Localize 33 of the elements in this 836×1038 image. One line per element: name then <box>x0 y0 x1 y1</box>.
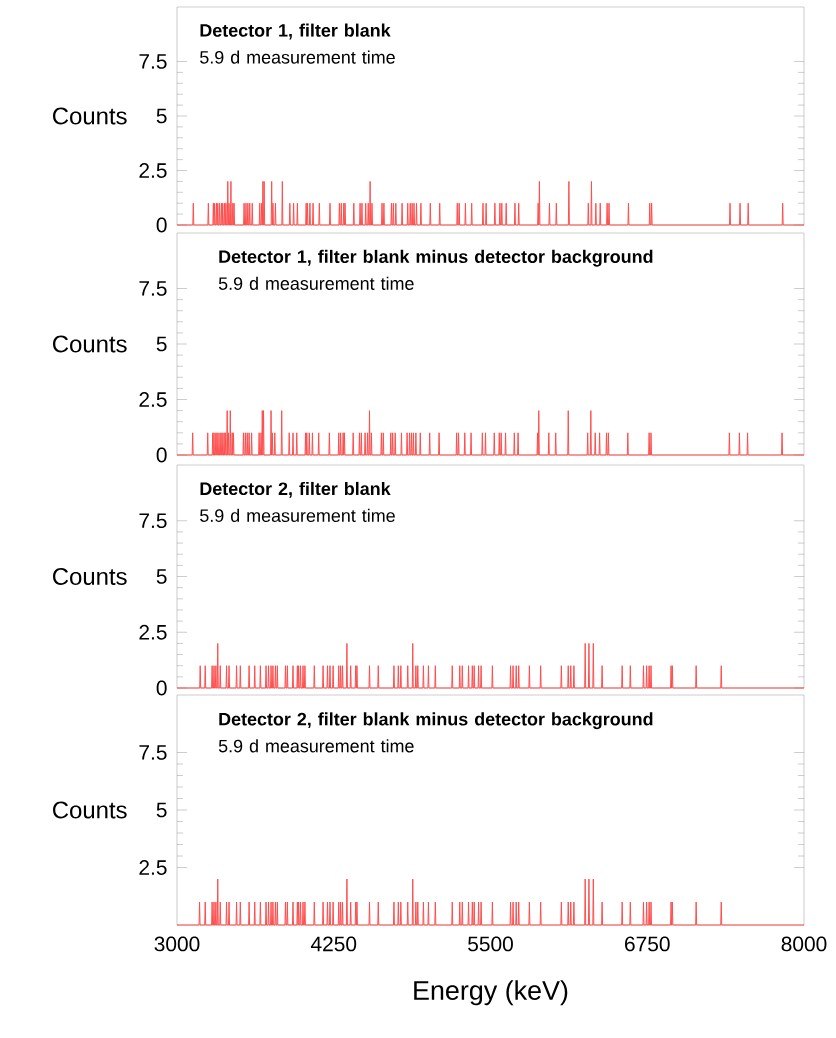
y-tick-label: 0 <box>156 680 167 696</box>
x-tick-label: 8000 <box>781 936 827 952</box>
x-axis-title: Energy (keV) <box>414 980 568 1006</box>
x-tick-label: 6750 <box>625 936 670 952</box>
text: 5.9 d measurement time <box>218 739 414 753</box>
x-tick-label: 5500 <box>468 936 513 952</box>
y-tick-label: 7.5 <box>139 54 167 69</box>
y-tick-label: 5 <box>156 802 167 818</box>
y-tick-label: 2.5 <box>139 163 167 178</box>
text: Detector 1, filter blank minus detector background <box>219 249 653 267</box>
y-axis-title: Counts <box>53 335 127 353</box>
y-tick-label: 0 <box>156 447 167 463</box>
y-tick-label: 7.5 <box>139 745 167 760</box>
text: 5.9 d measurement time <box>200 508 395 522</box>
y-tick-label: 2.5 <box>139 860 167 875</box>
text: 5.9 d measurement time <box>200 50 395 64</box>
y-axis-title: Counts <box>53 107 127 125</box>
text: Detector 2, filter blank <box>200 481 391 498</box>
x-tick-label: 4250 <box>310 936 357 952</box>
y-tick-label: 5 <box>156 336 167 352</box>
y-axis-title: Counts <box>53 568 127 585</box>
y-tick-label: 7.5 <box>139 281 167 296</box>
text: Detector 1, filter blank <box>200 23 391 40</box>
x-tick-label: 3000 <box>154 936 200 952</box>
y-tick-label: 5 <box>156 108 167 124</box>
y-axis-title: Counts <box>53 801 127 819</box>
y-tick-label: 2.5 <box>139 624 167 640</box>
text: 5.9 d measurement time <box>218 276 414 290</box>
y-tick-label: 7.5 <box>139 513 167 529</box>
y-tick-label: 0 <box>156 217 167 233</box>
text: Detector 2, filter blank minus detector background <box>219 712 653 730</box>
y-tick-label: 2.5 <box>139 392 167 407</box>
y-tick-label: 5 <box>156 569 167 584</box>
